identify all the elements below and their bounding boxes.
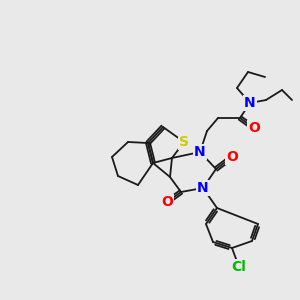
Text: N: N [197,181,209,195]
Text: O: O [248,121,260,135]
Text: O: O [161,195,173,209]
Text: O: O [226,150,238,164]
Text: Cl: Cl [232,260,246,274]
Text: S: S [179,135,189,149]
Text: N: N [244,96,256,110]
Text: N: N [194,145,206,159]
